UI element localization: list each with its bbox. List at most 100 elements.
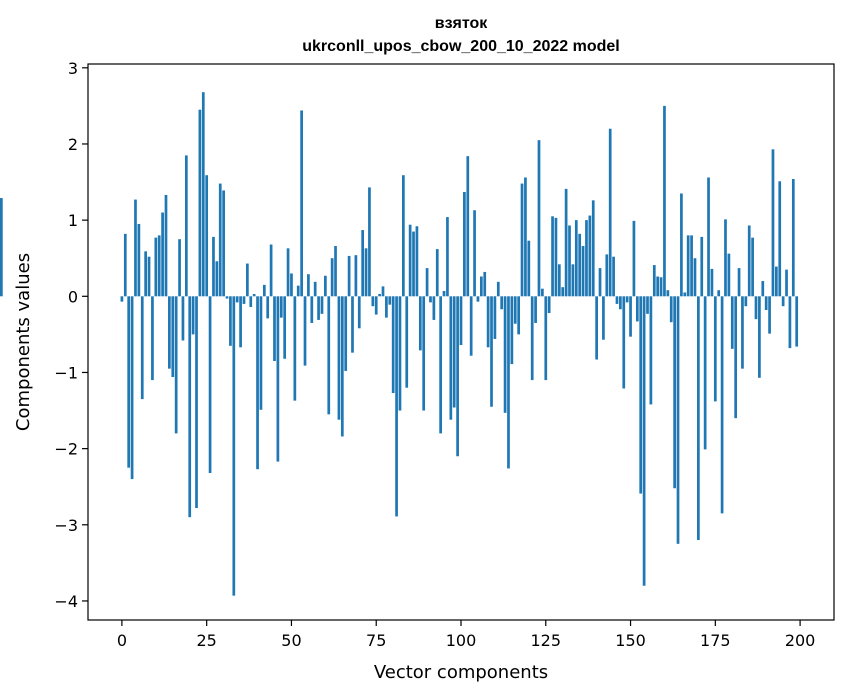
bar: [483, 271, 487, 297]
bar: [222, 190, 225, 297]
bar: [340, 296, 344, 437]
bar: [442, 290, 446, 297]
bar: [266, 296, 270, 319]
bar: [246, 263, 249, 297]
y-axis-title: Components values: [13, 253, 34, 431]
bar: [500, 296, 504, 310]
bar: [290, 273, 293, 297]
bar: [554, 217, 558, 297]
bar: [137, 223, 141, 297]
bar: [588, 215, 592, 297]
y-tick-label: −3: [54, 516, 78, 535]
bar: [208, 296, 212, 473]
bar: [781, 296, 785, 307]
bar: [449, 296, 453, 420]
bar: [212, 236, 215, 297]
bar: [368, 187, 371, 297]
bar: [452, 296, 456, 408]
bar: [168, 296, 171, 369]
bar: [381, 286, 385, 297]
bar: [405, 296, 409, 388]
bar: [717, 290, 721, 297]
bar: [747, 225, 751, 297]
bar: [0, 198, 3, 297]
bar: [768, 296, 771, 334]
bar: [229, 296, 232, 346]
bar: [751, 237, 754, 297]
bar: [391, 296, 395, 394]
bar: [547, 296, 551, 314]
x-axis: 0 25 50 75 100 125 150 175 200: [117, 620, 816, 650]
x-tick-label: 100: [446, 631, 477, 650]
bar: [625, 296, 629, 303]
bar: [218, 183, 222, 297]
bar: [727, 253, 731, 297]
bar: [659, 277, 663, 297]
x-tick-label: 200: [785, 631, 816, 650]
y-tick-label: 2: [68, 135, 78, 154]
bar: [269, 244, 273, 297]
bar: [537, 140, 541, 297]
x-tick-label: 50: [281, 631, 301, 650]
bar: [602, 296, 605, 340]
bar: [140, 296, 144, 400]
bar: [429, 296, 432, 303]
bar: [184, 155, 188, 297]
bar: [622, 296, 626, 389]
bar: [663, 105, 666, 297]
bar: [598, 268, 602, 297]
bar: [191, 296, 195, 335]
bar: [249, 296, 253, 307]
bar: [178, 239, 181, 297]
bar: [503, 296, 507, 413]
bar: [317, 296, 320, 320]
bar: [646, 296, 649, 314]
bar: [686, 235, 690, 297]
bar: [520, 183, 524, 297]
bar: [591, 200, 595, 297]
bar: [490, 296, 493, 407]
bar: [778, 181, 782, 297]
bar: [435, 249, 439, 297]
bar: [619, 296, 622, 310]
bar: [479, 276, 483, 297]
bar: [724, 219, 727, 297]
bar: [775, 266, 778, 297]
x-tick-label: 75: [366, 631, 386, 650]
bar: [551, 216, 554, 297]
x-tick-label: 175: [700, 631, 731, 650]
bar: [279, 296, 283, 318]
bar: [612, 256, 615, 297]
bar: [313, 281, 317, 297]
bar: [530, 296, 534, 381]
bar: [334, 246, 337, 297]
bar: [225, 296, 229, 299]
bar: [181, 296, 185, 341]
bar: [330, 258, 334, 297]
bar: [486, 296, 490, 348]
bar: [683, 292, 687, 297]
bar: [395, 296, 398, 517]
bar: [557, 264, 561, 297]
bar: [259, 296, 263, 410]
bar: [703, 296, 707, 450]
bar: [496, 281, 500, 297]
bar: [571, 264, 575, 297]
bar: [578, 233, 582, 297]
bar: [361, 230, 365, 297]
bar: [737, 268, 741, 297]
bar: [307, 274, 310, 297]
bar: [123, 233, 127, 297]
chart-title: взяток: [435, 15, 489, 32]
chart-subtitle: ukrconll_upos_cbow_200_10_2022 model: [302, 38, 619, 55]
bar: [398, 296, 402, 411]
bar: [713, 296, 717, 402]
bar: [473, 210, 476, 297]
bar: [788, 296, 792, 349]
bar: [310, 296, 314, 323]
bar: [544, 296, 548, 381]
bar: [581, 246, 585, 297]
bar: [707, 177, 710, 297]
bar: [144, 251, 147, 297]
bar: [415, 226, 419, 297]
